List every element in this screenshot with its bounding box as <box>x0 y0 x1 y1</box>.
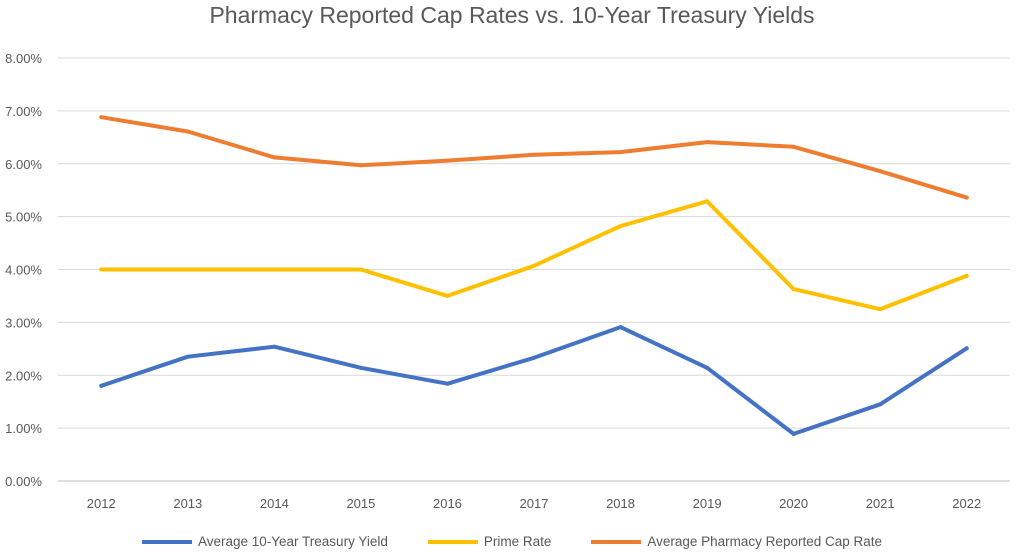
data-point <box>705 365 710 370</box>
data-point <box>791 287 796 292</box>
data-point <box>791 431 796 436</box>
legend-item: Average Pharmacy Reported Cap Rate <box>591 534 882 549</box>
data-point <box>445 293 450 298</box>
x-axis-ticks: 2012 2013 2014 2015 2016 2017 2018 2019 2020 2021… <box>87 496 981 511</box>
x-tick-label: 2013 <box>173 496 202 511</box>
data-point <box>272 344 277 349</box>
data-point <box>705 140 710 145</box>
data-point <box>272 155 277 160</box>
x-tick-label: 2018 <box>606 496 635 511</box>
data-point <box>185 129 190 134</box>
data-point <box>878 169 883 174</box>
data-point <box>532 355 536 360</box>
series-line <box>99 115 969 200</box>
data-point <box>99 267 104 272</box>
legend-item: Prime Rate <box>427 534 552 549</box>
legend-label: Average Pharmacy Reported Cap Rate <box>647 534 883 549</box>
data-point <box>878 307 883 312</box>
data-point <box>445 381 450 386</box>
series-line <box>99 325 969 436</box>
x-tick-label: 2017 <box>520 496 549 511</box>
data-point <box>358 267 363 272</box>
series-lines <box>99 115 969 436</box>
y-tick-label: 1.00% <box>5 421 42 436</box>
data-point <box>532 152 536 157</box>
y-tick-label: 6.00% <box>5 157 42 172</box>
data-point <box>185 267 190 272</box>
data-point <box>964 195 969 200</box>
x-tick-label: 2012 <box>87 496 116 511</box>
y-tick-label: 4.00% <box>5 263 42 278</box>
y-tick-label: 3.00% <box>5 315 42 330</box>
y-tick-label: 0.00% <box>5 474 42 489</box>
x-tick-label: 2020 <box>779 496 808 511</box>
x-tick-label: 2014 <box>260 496 289 511</box>
legend: Average 10-Year Treasury Yield Prime Rate… <box>0 534 1024 549</box>
legend-label: Average 10-Year Treasury Yield <box>197 534 388 549</box>
data-point <box>99 383 104 388</box>
y-tick-label: 2.00% <box>5 368 42 383</box>
data-point <box>618 224 623 229</box>
data-point <box>618 150 623 155</box>
data-point <box>358 163 363 168</box>
legend-swatch <box>141 539 192 544</box>
data-point <box>99 115 104 120</box>
data-point <box>791 144 796 149</box>
x-tick-label: 2019 <box>693 496 722 511</box>
legend-swatch <box>591 539 642 544</box>
x-tick-label: 2015 <box>346 496 375 511</box>
x-tick-label: 2016 <box>433 496 462 511</box>
x-tick-label: 2021 <box>866 496 895 511</box>
chart-title: Pharmacy Reported Cap Rates vs. 10-Year … <box>209 2 815 28</box>
data-point <box>185 354 190 359</box>
data-point <box>964 346 969 351</box>
y-tick-label: 8.00% <box>5 51 42 66</box>
data-point <box>445 158 450 163</box>
series-line <box>99 199 969 312</box>
data-point <box>358 365 363 370</box>
legend-swatch <box>427 539 478 544</box>
data-point <box>964 273 969 278</box>
y-tick-label: 7.00% <box>5 104 42 119</box>
data-point <box>272 267 277 272</box>
data-point <box>532 263 536 268</box>
y-axis-ticks: 0.00% 1.00% 2.00% 3.00% 4.00% 5.00% 6.00% 7.00%… <box>5 51 42 489</box>
data-point <box>618 325 623 330</box>
x-tick-label: 2022 <box>952 496 981 511</box>
data-point <box>705 199 710 204</box>
legend-item: Average 10-Year Treasury Yield <box>141 534 388 549</box>
data-point <box>878 402 883 407</box>
legend-label: Prime Rate <box>483 534 552 549</box>
y-tick-label: 5.00% <box>5 210 42 225</box>
